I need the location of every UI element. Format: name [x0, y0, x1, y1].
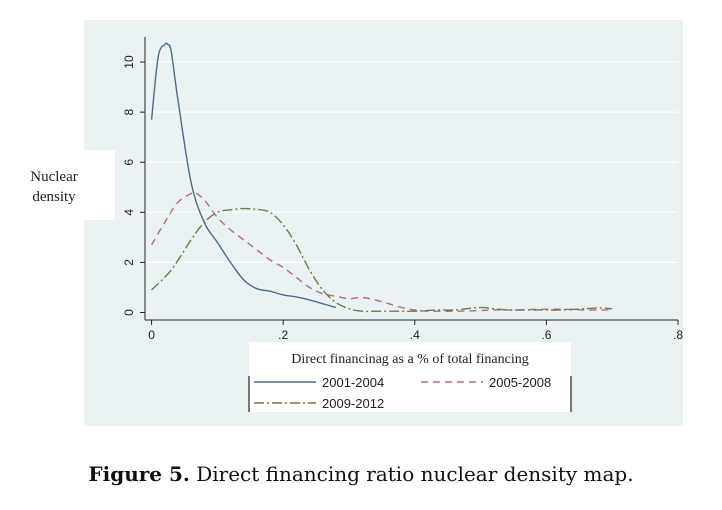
x-tick-label: .2 [278, 328, 288, 342]
caption-label: Figure 5. [88, 462, 190, 486]
y-tick-label: 2 [122, 259, 136, 266]
x-axis-title: Direct financinag as a % of total financ… [291, 352, 529, 367]
caption-text: Direct financing ratio nuclear density m… [189, 462, 634, 486]
series-line-2001-2004 [150, 42, 337, 309]
legend-label: 2001-2004 [322, 375, 384, 390]
x-tick-label: .8 [673, 328, 683, 342]
x-tick-label: 0 [148, 328, 155, 342]
y-tick-label: 8 [122, 108, 136, 115]
y-tick-label: 10 [122, 55, 136, 69]
y-tick-label: 6 [122, 159, 136, 166]
series-line-2009-2012 [151, 207, 613, 313]
legend-label: 2009-2012 [322, 396, 384, 411]
y-axis-title-line-1: Nuclear [30, 169, 77, 185]
figure-caption: Figure 5. Direct financing ratio nuclear… [0, 462, 722, 486]
legend-label: 2005-2008 [489, 375, 551, 390]
x-tick-label: .4 [410, 328, 420, 342]
x-tick-label: .6 [541, 328, 551, 342]
plot-area [145, 37, 678, 320]
y-tick-label: 4 [122, 209, 136, 216]
y-axis-title-box [10, 150, 115, 220]
y-tick-label: 0 [122, 309, 136, 316]
legend-box [249, 342, 571, 412]
y-axis-title-line-2: density [32, 189, 76, 205]
